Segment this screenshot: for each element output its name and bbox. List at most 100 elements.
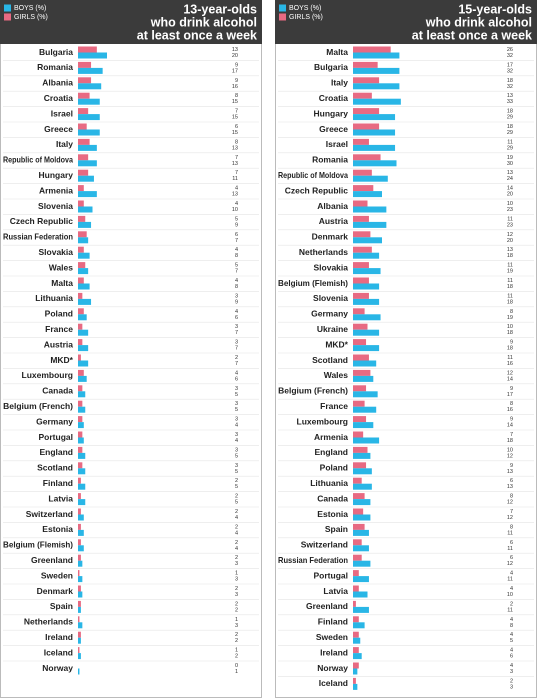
value-label: 18 [507, 346, 513, 352]
bar [353, 545, 369, 552]
value-label: 2 [235, 509, 238, 515]
value-label: 11 [232, 176, 238, 182]
value-label: 15 [232, 99, 238, 105]
legend-label: BOYS (%) [289, 5, 321, 12]
bar [78, 52, 107, 59]
category-label: Iceland [319, 678, 348, 688]
category-label: Italy [56, 139, 73, 149]
bar [78, 83, 102, 90]
bar [353, 446, 368, 453]
value-label: 30 [507, 161, 513, 167]
value-label: 29 [507, 115, 513, 121]
value-label: 18 [507, 284, 513, 290]
category-label: Greece [319, 124, 348, 134]
category-label: Denmark [312, 232, 349, 242]
bar [353, 345, 380, 352]
bar [78, 446, 83, 453]
value-label: 20 [507, 238, 513, 244]
bar [353, 160, 397, 167]
value-label: 3 [510, 669, 513, 675]
value-label: 9 [235, 62, 238, 68]
value-label: 7 [510, 509, 513, 515]
value-label: 4 [235, 247, 238, 253]
bar [353, 554, 362, 561]
category-label: Czech Republic [10, 216, 74, 226]
value-label: 17 [232, 68, 238, 74]
bar [78, 360, 89, 367]
bar [353, 221, 387, 228]
bar [353, 375, 374, 382]
category-label: Greenland [306, 601, 348, 611]
category-label: Luxembourg [22, 370, 73, 380]
value-label: 18 [507, 253, 513, 259]
value-label: 4 [235, 515, 238, 521]
bar [353, 144, 396, 151]
legend-label: GIRLS (%) [14, 14, 48, 21]
value-label: 14 [507, 376, 513, 382]
value-label: 5 [235, 484, 238, 490]
value-label: 8 [510, 309, 513, 315]
bar [353, 637, 361, 644]
value-label: 12 [507, 453, 513, 459]
bar [78, 631, 81, 638]
bar [78, 468, 86, 475]
value-label: 6 [510, 654, 513, 660]
value-label: 6 [510, 540, 513, 546]
bar [353, 108, 380, 115]
category-label: Belgium (French) [3, 401, 73, 411]
bar [78, 354, 81, 361]
bar [78, 483, 86, 490]
category-label: Israel [51, 108, 73, 118]
category-label: Malta [51, 278, 73, 288]
value-label: 10 [507, 447, 513, 453]
bar [78, 114, 100, 121]
bar [78, 545, 84, 552]
bar [353, 329, 380, 336]
bar [353, 606, 369, 613]
value-label: 4 [235, 278, 238, 284]
bar [78, 668, 80, 675]
value-label: 12 [507, 370, 513, 376]
category-label: Iceland [44, 647, 73, 657]
value-label: 19 [507, 315, 513, 321]
legend-label: GIRLS (%) [289, 14, 323, 21]
panel [0, 0, 262, 698]
value-label: 5 [235, 392, 238, 398]
bar [353, 154, 381, 161]
bar [353, 529, 369, 536]
value-label: 4 [510, 632, 513, 638]
bar [353, 576, 369, 583]
category-label: Austria [319, 216, 349, 226]
bar [78, 406, 86, 413]
category-label: Estonia [317, 509, 348, 519]
bar [78, 215, 86, 222]
bar [78, 560, 83, 567]
category-label: Slovenia [313, 293, 348, 303]
bar [353, 52, 400, 59]
value-label: 5 [235, 469, 238, 475]
category-label: England [39, 447, 73, 457]
value-label: 13 [507, 469, 513, 475]
category-label: Romania [312, 155, 348, 165]
value-label: 4 [235, 423, 238, 429]
category-label: Slovakia [314, 262, 349, 272]
value-label: 11 [507, 546, 513, 552]
bar [78, 570, 80, 577]
bar [353, 129, 396, 136]
category-label: France [45, 324, 73, 334]
legend-label: BOYS (%) [14, 5, 46, 12]
bar [78, 67, 103, 74]
value-label: 2 [235, 555, 238, 561]
value-label: 2 [235, 654, 238, 660]
value-label: 5 [510, 638, 513, 644]
value-label: 23 [507, 207, 513, 213]
value-label: 11 [507, 139, 513, 145]
value-label: 15 [232, 115, 238, 121]
value-label: 8 [510, 494, 513, 500]
bar [78, 585, 81, 592]
value-label: 32 [507, 53, 513, 59]
value-label: 9 [510, 386, 513, 392]
bar [353, 237, 382, 244]
value-label: 10 [232, 207, 238, 213]
